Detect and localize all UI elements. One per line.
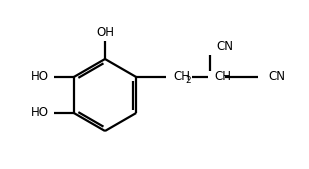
Text: CH: CH xyxy=(173,70,190,83)
Text: HO: HO xyxy=(31,106,49,119)
Text: CN: CN xyxy=(216,41,233,54)
Text: 2: 2 xyxy=(185,76,191,85)
Text: CN: CN xyxy=(268,70,285,83)
Text: CH: CH xyxy=(214,70,231,83)
Text: HO: HO xyxy=(31,70,49,83)
Text: OH: OH xyxy=(96,27,114,40)
